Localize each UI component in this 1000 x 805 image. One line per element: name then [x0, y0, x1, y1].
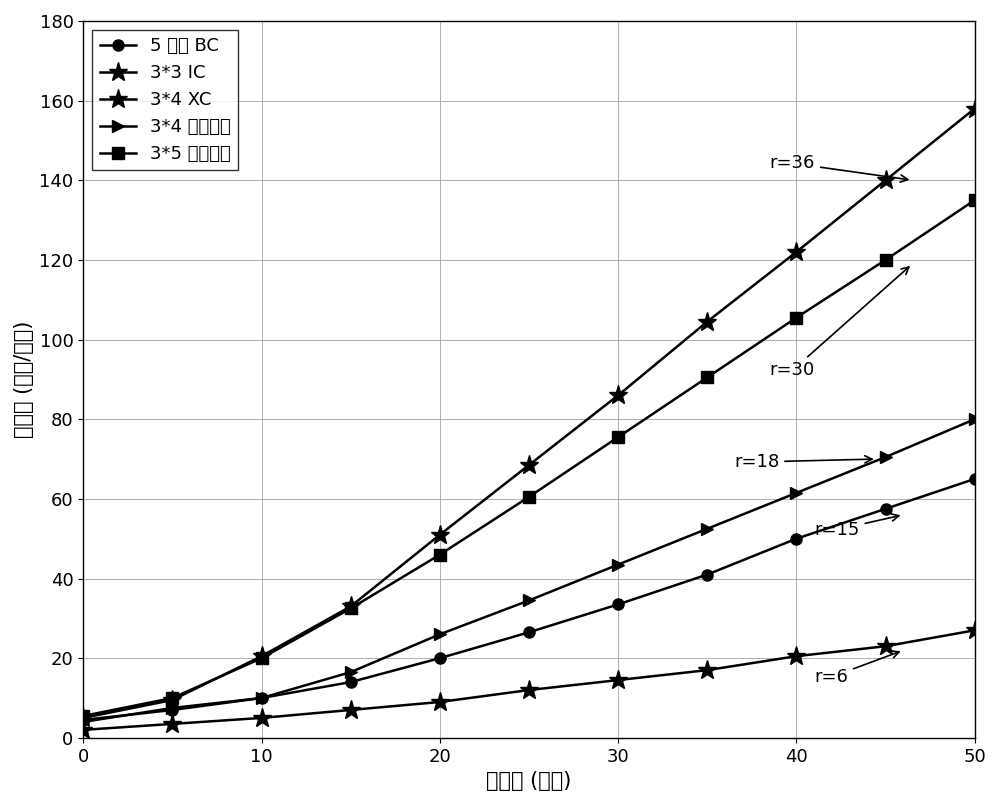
Y-axis label: 和速率 (比特/信道): 和速率 (比特/信道)	[14, 320, 34, 438]
3*3 IC	[701, 665, 713, 675]
3*4 XC	[345, 601, 357, 611]
Text: r=18: r=18	[734, 453, 872, 471]
3*3 IC	[256, 713, 268, 723]
5 用户 BC	[790, 534, 802, 543]
Line: 3*4 XC: 3*4 XC	[74, 99, 984, 728]
3*5 广播信道	[256, 654, 268, 663]
Line: 3*4 多播信道: 3*4 多播信道	[77, 413, 981, 729]
5 用户 BC	[701, 570, 713, 580]
3*5 广播信道	[880, 255, 892, 265]
3*4 XC	[969, 104, 981, 114]
3*4 多播信道	[434, 630, 446, 639]
3*3 IC	[612, 675, 624, 685]
3*5 广播信道	[166, 693, 178, 703]
3*5 广播信道	[77, 711, 89, 720]
3*5 广播信道	[969, 196, 981, 205]
3*5 广播信道	[701, 373, 713, 382]
3*4 多播信道	[523, 596, 535, 605]
Text: r=15: r=15	[814, 514, 899, 539]
3*4 多播信道	[790, 488, 802, 497]
Text: r=30: r=30	[770, 267, 909, 379]
3*4 XC	[166, 696, 178, 705]
3*4 XC	[434, 530, 446, 539]
Legend: 5 用户 BC, 3*3 IC, 3*4 XC, 3*4 多播信道, 3*5 广播信道: 5 用户 BC, 3*3 IC, 3*4 XC, 3*4 多播信道, 3*5 广…	[92, 30, 238, 171]
5 用户 BC	[166, 705, 178, 715]
5 用户 BC	[969, 474, 981, 484]
3*4 XC	[790, 247, 802, 257]
3*4 XC	[880, 175, 892, 185]
3*4 XC	[256, 651, 268, 661]
3*4 多播信道	[256, 693, 268, 703]
3*3 IC	[790, 651, 802, 661]
3*5 广播信道	[790, 313, 802, 323]
3*5 广播信道	[434, 550, 446, 559]
3*4 多播信道	[969, 415, 981, 424]
3*5 广播信道	[345, 604, 357, 613]
3*5 广播信道	[612, 432, 624, 442]
3*4 XC	[701, 317, 713, 327]
3*3 IC	[77, 725, 89, 735]
5 用户 BC	[434, 654, 446, 663]
Line: 3*5 广播信道: 3*5 广播信道	[78, 195, 980, 721]
5 用户 BC	[523, 627, 535, 637]
Line: 5 用户 BC: 5 用户 BC	[78, 473, 980, 725]
3*4 XC	[612, 390, 624, 400]
Text: r=36: r=36	[770, 155, 908, 182]
3*4 多播信道	[880, 452, 892, 462]
5 用户 BC	[345, 677, 357, 687]
3*3 IC	[880, 642, 892, 651]
3*3 IC	[434, 697, 446, 707]
3*4 多播信道	[345, 667, 357, 677]
3*3 IC	[345, 705, 357, 715]
5 用户 BC	[612, 600, 624, 609]
3*3 IC	[523, 685, 535, 695]
3*4 XC	[523, 460, 535, 470]
X-axis label: 信噪比 (分贝): 信噪比 (分贝)	[486, 771, 572, 791]
3*5 广播信道	[523, 492, 535, 502]
Line: 3*3 IC: 3*3 IC	[74, 621, 984, 740]
5 用户 BC	[77, 715, 89, 724]
5 用户 BC	[256, 693, 268, 703]
3*4 多播信道	[77, 717, 89, 727]
5 用户 BC	[880, 504, 892, 514]
3*4 多播信道	[166, 703, 178, 712]
3*4 多播信道	[701, 524, 713, 534]
3*3 IC	[969, 625, 981, 635]
3*4 XC	[77, 713, 89, 723]
Text: r=6: r=6	[814, 651, 899, 686]
3*4 多播信道	[612, 559, 624, 569]
3*3 IC	[166, 719, 178, 729]
